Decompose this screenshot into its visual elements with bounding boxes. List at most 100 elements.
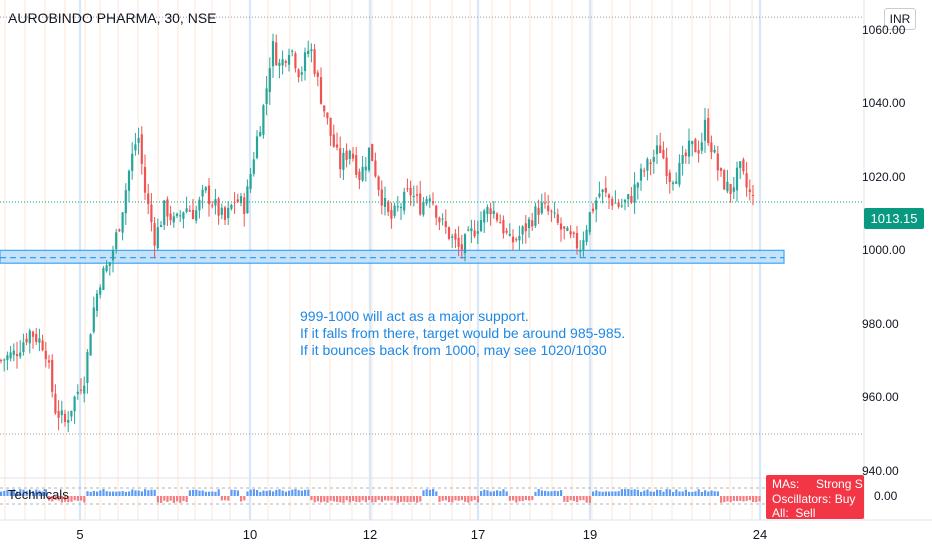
candle-body (275, 42, 278, 66)
tech-bar (208, 491, 211, 496)
candle-body (268, 68, 271, 93)
candle-body (531, 220, 534, 227)
tech-bar (550, 491, 553, 496)
symbol-title[interactable]: AUROBINDO PHARMA, 30, NSE (8, 10, 217, 26)
candle-body (252, 159, 255, 174)
annotation-line: 999-1000 will act as a major support. (300, 308, 529, 324)
tech-bar (105, 491, 108, 496)
candle-body (486, 206, 489, 215)
tech-bar (707, 491, 710, 496)
tech-bar (6, 489, 9, 496)
candle-body (175, 213, 179, 216)
candle-body (54, 393, 57, 414)
tech-bar (700, 491, 703, 496)
candle-body (313, 49, 316, 74)
tech-bar (451, 496, 454, 503)
tech-bar (662, 491, 665, 496)
tech-bar (256, 490, 259, 496)
candle-body (601, 189, 604, 193)
candle-body (134, 144, 137, 151)
candle-body (707, 118, 710, 144)
candle-body (515, 239, 518, 241)
tech-bar (598, 491, 601, 496)
tech-bar (89, 491, 92, 496)
candle-body (204, 187, 207, 191)
tech-bar (716, 491, 719, 496)
candle-body (396, 206, 399, 208)
candle-body (364, 166, 367, 171)
candle-body (70, 410, 73, 417)
candle-body (639, 168, 643, 181)
tech-bar (224, 496, 227, 501)
candle-body (22, 342, 25, 353)
tech-bar (563, 496, 566, 502)
tech-bar (313, 496, 316, 503)
tech-bar (233, 490, 236, 496)
tech-bar (176, 496, 179, 502)
candle-body (118, 229, 121, 232)
candle-body (115, 232, 118, 250)
candle-body (137, 137, 140, 143)
candle-body (518, 235, 521, 241)
candle-body (102, 268, 105, 291)
candle-body (335, 144, 339, 148)
candle-body (700, 142, 703, 151)
candle-body (575, 232, 579, 249)
candle-body (627, 194, 630, 200)
tech-bar (665, 489, 668, 496)
tech-bar (409, 496, 412, 502)
candle-body (63, 413, 67, 422)
technicals-summary[interactable]: MAs: Strong S Oscillators: Buy All: Sell (766, 475, 864, 519)
tech-bar (742, 496, 745, 502)
tech-bar (569, 496, 572, 501)
tech-bar (502, 489, 505, 496)
time-tick-label: 19 (582, 527, 598, 542)
candle-body (431, 201, 435, 204)
candle-body (652, 157, 655, 162)
candle-body (57, 411, 60, 418)
tech-bar (275, 489, 278, 496)
candle-body (51, 359, 54, 392)
tech-bar (704, 490, 707, 496)
tech-bar (412, 496, 415, 502)
tech-bar (419, 496, 422, 502)
support-annotation[interactable]: 999-1000 will act as a major support. If… (300, 308, 625, 359)
tech-bar (492, 491, 495, 496)
candle-body (422, 201, 425, 215)
tech-bar (19, 489, 22, 496)
tech-bar (60, 496, 63, 503)
candle-body (457, 237, 460, 247)
tech-bar (604, 491, 607, 496)
technicals-label[interactable]: Technicals (8, 487, 69, 502)
tech-bar (172, 496, 175, 503)
tech-bar (387, 496, 390, 501)
tech-bar (118, 491, 121, 496)
tech-bar (86, 491, 89, 496)
tech-bar (294, 489, 297, 496)
tech-bar (121, 491, 124, 496)
tech-bar (12, 489, 15, 496)
currency-badge[interactable]: INR (884, 8, 916, 30)
candle-body (326, 112, 329, 119)
tech-bar (576, 496, 579, 503)
tech-bar (54, 496, 57, 501)
tech-key-mas: MAs: (772, 477, 800, 491)
tech-bar (67, 496, 70, 503)
candle-body (38, 338, 41, 343)
candle-body (579, 250, 582, 252)
candle-body (540, 202, 543, 214)
tech-bar (726, 496, 729, 502)
candle-body (9, 352, 12, 359)
tech-bar (332, 496, 335, 502)
candle-body (150, 204, 153, 223)
candle-body (284, 61, 287, 63)
tech-bar (572, 496, 575, 502)
tech-bar (476, 496, 479, 503)
tech-bar (560, 490, 563, 496)
tech-bar (147, 490, 150, 496)
candle-body (329, 117, 332, 136)
candle-body (572, 232, 575, 234)
tech-bar (25, 490, 28, 496)
tech-bar (115, 491, 118, 496)
